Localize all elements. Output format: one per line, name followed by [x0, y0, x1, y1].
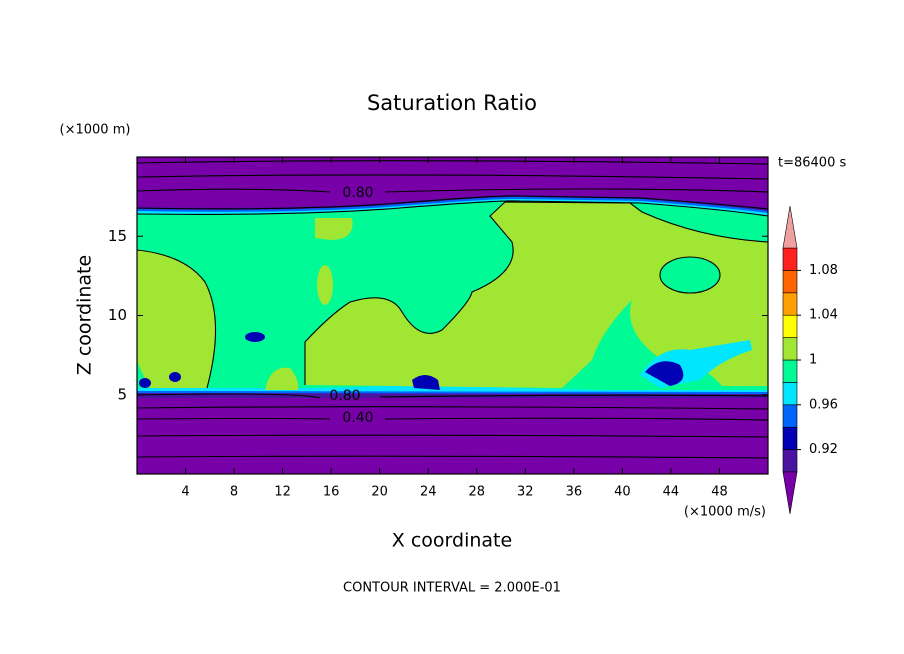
contour-line: [136, 195, 769, 210]
contour-label: 0.80: [329, 388, 360, 404]
contour-line: [136, 455, 769, 459]
x-unit: (×1000 m/s): [684, 505, 766, 520]
colorbar-box: [782, 292, 798, 316]
field-region: [645, 361, 684, 386]
contour-line: [136, 417, 769, 421]
contour-line: [136, 406, 769, 410]
colorbar-box: [782, 449, 798, 473]
x-tick-label: 36: [566, 485, 583, 500]
colorbar-box: [782, 426, 798, 450]
colorbar-box: [782, 314, 798, 338]
contour-line: [136, 174, 769, 180]
field-region: [265, 367, 299, 390]
colorbar-label: 1.08: [809, 263, 838, 278]
x-tick-label: 44: [663, 485, 680, 500]
colorbar-box: [782, 337, 798, 361]
x-tick-label: 20: [371, 485, 388, 500]
contour-line: [136, 249, 217, 389]
colorbar-label: 1.04: [809, 308, 838, 323]
contour-line: [136, 188, 769, 193]
x-tick-label: 12: [274, 485, 291, 500]
field-region: [317, 265, 333, 305]
field-region: [305, 202, 768, 388]
contour-line: [136, 200, 769, 217]
field-region: [412, 375, 440, 390]
field-region: [660, 257, 720, 293]
colorbar-box: [782, 270, 798, 294]
contour-label: 0.40: [342, 410, 373, 426]
field-region: [169, 372, 181, 382]
footer: CONTOUR INTERVAL = 2.000E-01: [343, 581, 561, 596]
colorbar-label: 0.96: [809, 397, 838, 412]
colorbar-box: [782, 247, 798, 271]
colorbar-label: 1: [809, 353, 817, 368]
x-tick-label: 32: [517, 485, 534, 500]
colorbar-box: [782, 359, 798, 383]
contour-line: [136, 393, 769, 399]
y-tick-label: 15: [108, 227, 127, 245]
x-tick-label: 28: [468, 485, 485, 500]
contour-field: [137, 157, 768, 474]
time-label: t=86400 s: [778, 156, 846, 171]
contour-line: [136, 434, 769, 438]
contour-label: 0.80: [342, 185, 373, 201]
colorbar-box: [782, 382, 798, 406]
x-tick-label: 8: [230, 485, 238, 500]
contour-lines: [136, 160, 769, 459]
y-tick-label: 5: [117, 385, 127, 403]
contour-line: [659, 256, 721, 294]
x-axis-label: X coordinate: [392, 530, 512, 552]
y-unit: (×1000 m): [60, 123, 131, 138]
colorbar-over: [782, 205, 798, 249]
field-region: [139, 378, 151, 388]
contour-line: [136, 160, 769, 165]
field-region: [137, 250, 216, 388]
x-tick-label: 16: [323, 485, 340, 500]
field-region: [245, 332, 265, 342]
x-tick-label: 24: [420, 485, 437, 500]
y-axis-label: Z coordinate: [74, 255, 96, 375]
x-tick-label: 4: [181, 485, 189, 500]
y-tick-label: 10: [108, 306, 127, 324]
colorbar-box: [782, 404, 798, 428]
field-region: [315, 218, 353, 240]
x-tick-label: 40: [614, 485, 631, 500]
contour-line: [304, 201, 769, 385]
x-tick-label: 48: [711, 485, 728, 500]
colorbar-under: [782, 471, 798, 515]
chart-title: Saturation Ratio: [367, 91, 537, 115]
colorbar-label: 0.92: [809, 442, 838, 457]
